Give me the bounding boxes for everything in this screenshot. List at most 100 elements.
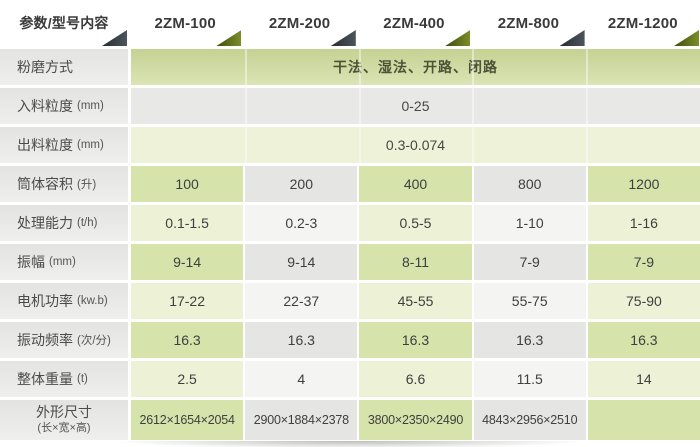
row-label: 入料粒度	[17, 98, 73, 114]
value-cell: 0.2-3	[245, 205, 358, 241]
spec-row: 外形尺寸 (长×宽×高) 2612×1654×2054 2900×1884×2378 3…	[0, 400, 700, 440]
column-divider	[472, 49, 475, 85]
spec-row: 振动频率 (次/分) 16.3 16.3 16.3 16.3 16.3	[0, 322, 700, 358]
row-unit: (次/分)	[77, 335, 111, 347]
value-cell: 4843×2956×2510	[473, 400, 586, 440]
model-name: 2ZM-800	[497, 14, 560, 32]
value-cell: 0.5-5	[359, 205, 472, 241]
spec-row: 振幅 (mm) 9-14 9-14 8-11 7-9 7-9	[0, 244, 700, 280]
row-label-cell: 振动频率 (次/分)	[0, 322, 128, 358]
value-cell: 800	[473, 166, 586, 202]
value-cell: 7-9	[587, 244, 700, 280]
span-value: 干法、湿法、开路、闭路	[333, 59, 498, 75]
row-unit: (mm)	[77, 139, 104, 151]
value-cell: 16.3	[473, 322, 586, 358]
value-cell: 16.3	[359, 322, 472, 358]
value-cell: 9-14	[245, 244, 358, 280]
value-cell: 0.1-1.5	[131, 205, 244, 241]
value-cell: 75-90	[587, 283, 700, 319]
column-divider	[586, 49, 589, 85]
value-cell: 200	[245, 166, 358, 202]
model-name: 2ZM-400	[383, 14, 445, 32]
value-cell: 45-55	[359, 283, 472, 319]
value-cell: 400	[359, 166, 472, 202]
header-cell-model: 2ZM-400	[357, 0, 471, 46]
row-values: 16.3 16.3 16.3 16.3 16.3	[131, 322, 700, 358]
value-cell: 1-10	[473, 205, 586, 241]
value-cell: 17-22	[131, 283, 244, 319]
column-divider	[358, 127, 361, 163]
row-label-cell: 筒体容积 (升)	[0, 166, 128, 202]
model-name: 2ZM-1200	[607, 14, 678, 32]
value-cell: 16.3	[245, 322, 358, 358]
value-cell: 1200	[587, 166, 700, 202]
header-cell-model: 2ZM-1200	[586, 0, 700, 46]
header-cell-param: 参数/型号内容	[0, 0, 128, 46]
corner-triangle-icon	[216, 30, 242, 46]
row-label: 振动频率	[17, 332, 73, 348]
row-values: 0-25	[131, 88, 700, 124]
value-cell: 22-37	[245, 283, 358, 319]
row-label-cell: 整体重量 (t)	[0, 361, 128, 397]
column-divider	[244, 127, 247, 163]
model-name: 2ZM-100	[154, 14, 216, 32]
corner-triangle-icon	[674, 30, 700, 46]
spec-rows: 粉磨方式 干法、湿法、开路、闭路 入料粒度 (mm) 0-25 出料粒度 (mm) 0.3-0…	[0, 46, 700, 440]
value-cell: 11.5	[473, 361, 586, 397]
spec-row: 出料粒度 (mm) 0.3-0.074	[0, 127, 700, 163]
value-cell: 1-16	[587, 205, 700, 241]
row-values: 2.5 4 6.6 11.5 14	[131, 361, 700, 397]
model-name: 2ZM-200	[268, 14, 331, 32]
row-label-cell: 处理能力 (t/h)	[0, 205, 128, 241]
row-values: 17-22 22-37 45-55 55-75 75-90	[131, 283, 700, 319]
span-value: 0.3-0.074	[385, 137, 446, 153]
corner-triangle-icon	[330, 30, 356, 46]
value-cell: 2900×1884×2378	[245, 400, 358, 440]
value-cell: 4	[245, 361, 358, 397]
value-cell: 7-9	[473, 244, 586, 280]
row-label: 电机功率	[17, 293, 73, 309]
value-cell: 2612×1654×2054	[131, 400, 244, 440]
header-cell-model: 2ZM-800	[471, 0, 585, 46]
value-cell: 16.3	[587, 322, 700, 358]
corner-triangle-icon	[559, 30, 585, 46]
spec-row: 电机功率 (kw.b) 17-22 22-37 45-55 55-75 75-90	[0, 283, 700, 319]
row-label: 处理能力	[17, 215, 73, 231]
value-cell: 3800×2350×2490	[359, 400, 472, 440]
column-divider	[358, 88, 361, 124]
row-label-cell: 振幅 (mm)	[0, 244, 128, 280]
row-label-cell: 粉磨方式	[0, 49, 128, 85]
span-value-cell: 干法、湿法、开路、闭路	[131, 49, 700, 85]
value-cell: 16.3	[131, 322, 244, 358]
value-cell: 9-14	[131, 244, 244, 280]
corner-triangle-icon	[445, 30, 471, 46]
header-cell-model: 2ZM-100	[128, 0, 242, 46]
column-divider	[472, 88, 475, 124]
value-cell: 2.5	[131, 361, 244, 397]
row-label-cell: 电机功率 (kw.b)	[0, 283, 128, 319]
table-drop-shadow	[22, 441, 678, 447]
row-unit: (mm)	[77, 100, 104, 112]
spec-row: 筒体容积 (升) 100 200 400 800 1200	[0, 166, 700, 202]
header-cell-model: 2ZM-200	[242, 0, 356, 46]
row-unit: (kw.b)	[77, 295, 108, 307]
spec-row: 粉磨方式 干法、湿法、开路、闭路	[0, 49, 700, 85]
column-divider	[472, 127, 475, 163]
header-row: 参数/型号内容 2ZM-100 2ZM-200 2ZM-400 2ZM-800 2ZM-…	[0, 0, 700, 46]
span-value-cell: 0-25	[131, 88, 700, 124]
row-values: 100 200 400 800 1200	[131, 166, 700, 202]
row-unit: (t)	[77, 373, 88, 385]
row-unit: (t/h)	[77, 217, 98, 229]
row-label: 筒体容积	[17, 176, 73, 192]
row-values: 9-14 9-14 8-11 7-9 7-9	[131, 244, 700, 280]
row-values: 0.3-0.074	[131, 127, 700, 163]
row-values: 2612×1654×2054 2900×1884×2378 3800×2350×24…	[131, 400, 700, 440]
header-param-label: 参数/型号内容	[19, 15, 109, 31]
row-label: 整体重量	[17, 371, 73, 387]
value-cell: 6.6	[359, 361, 472, 397]
spec-row: 入料粒度 (mm) 0-25	[0, 88, 700, 124]
row-label-cell: 外形尺寸 (长×宽×高)	[0, 400, 128, 440]
value-cell: 8-11	[359, 244, 472, 280]
row-values: 0.1-1.5 0.2-3 0.5-5 1-10 1-16	[131, 205, 700, 241]
